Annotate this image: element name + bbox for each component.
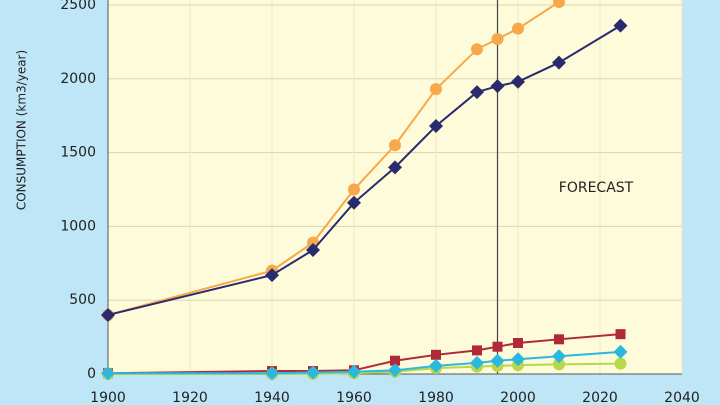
point — [347, 364, 361, 379]
x-tick-label: 2000 — [500, 390, 536, 405]
point — [429, 358, 443, 373]
x-tick-label: 1960 — [336, 390, 372, 405]
y-tick-label: 1500 — [60, 145, 96, 161]
point — [431, 349, 441, 360]
y-tick-label: 500 — [69, 292, 96, 308]
point — [492, 341, 503, 352]
point — [265, 366, 279, 381]
x-tick-label: 1900 — [90, 390, 126, 405]
annotation: FORECAST — [559, 180, 634, 196]
point — [491, 32, 504, 45]
point — [306, 365, 320, 380]
y-tick-label: 2000 — [60, 71, 96, 87]
x-tick-label: 2040 — [664, 390, 700, 405]
y-tick-label: 0 — [87, 366, 96, 382]
plot-area — [108, 0, 682, 374]
point — [306, 243, 320, 258]
point — [101, 307, 115, 322]
point — [490, 353, 505, 368]
point — [490, 79, 505, 94]
point — [389, 139, 401, 152]
point — [347, 195, 361, 210]
point — [388, 160, 402, 175]
point — [512, 22, 524, 35]
point — [613, 18, 628, 33]
point — [472, 345, 482, 356]
point — [388, 363, 402, 378]
point — [552, 349, 566, 364]
point — [552, 55, 566, 70]
point — [613, 344, 628, 359]
point — [470, 85, 484, 100]
x-tick-label: 1980 — [418, 390, 454, 405]
series-line — [107, 1, 560, 316]
point — [429, 119, 443, 134]
point — [471, 43, 483, 56]
point — [554, 334, 564, 345]
point — [348, 183, 360, 196]
point — [614, 357, 627, 370]
x-tick-label: 1940 — [254, 390, 290, 405]
point — [553, 0, 565, 9]
point — [101, 366, 115, 381]
y-tick-label: 2500 — [60, 0, 96, 13]
point — [511, 352, 525, 367]
point — [513, 338, 523, 349]
point — [615, 329, 626, 340]
point — [390, 355, 400, 366]
point — [470, 355, 484, 370]
x-tick-label: 1920 — [172, 390, 208, 405]
point — [265, 268, 279, 283]
y-tick-label: 1000 — [60, 218, 96, 234]
point — [553, 358, 565, 371]
point — [430, 83, 442, 96]
point — [511, 74, 525, 89]
y-axis-label: CONSUMPTION (km3/year) — [15, 50, 29, 210]
x-tick-label: 2020 — [582, 390, 618, 405]
